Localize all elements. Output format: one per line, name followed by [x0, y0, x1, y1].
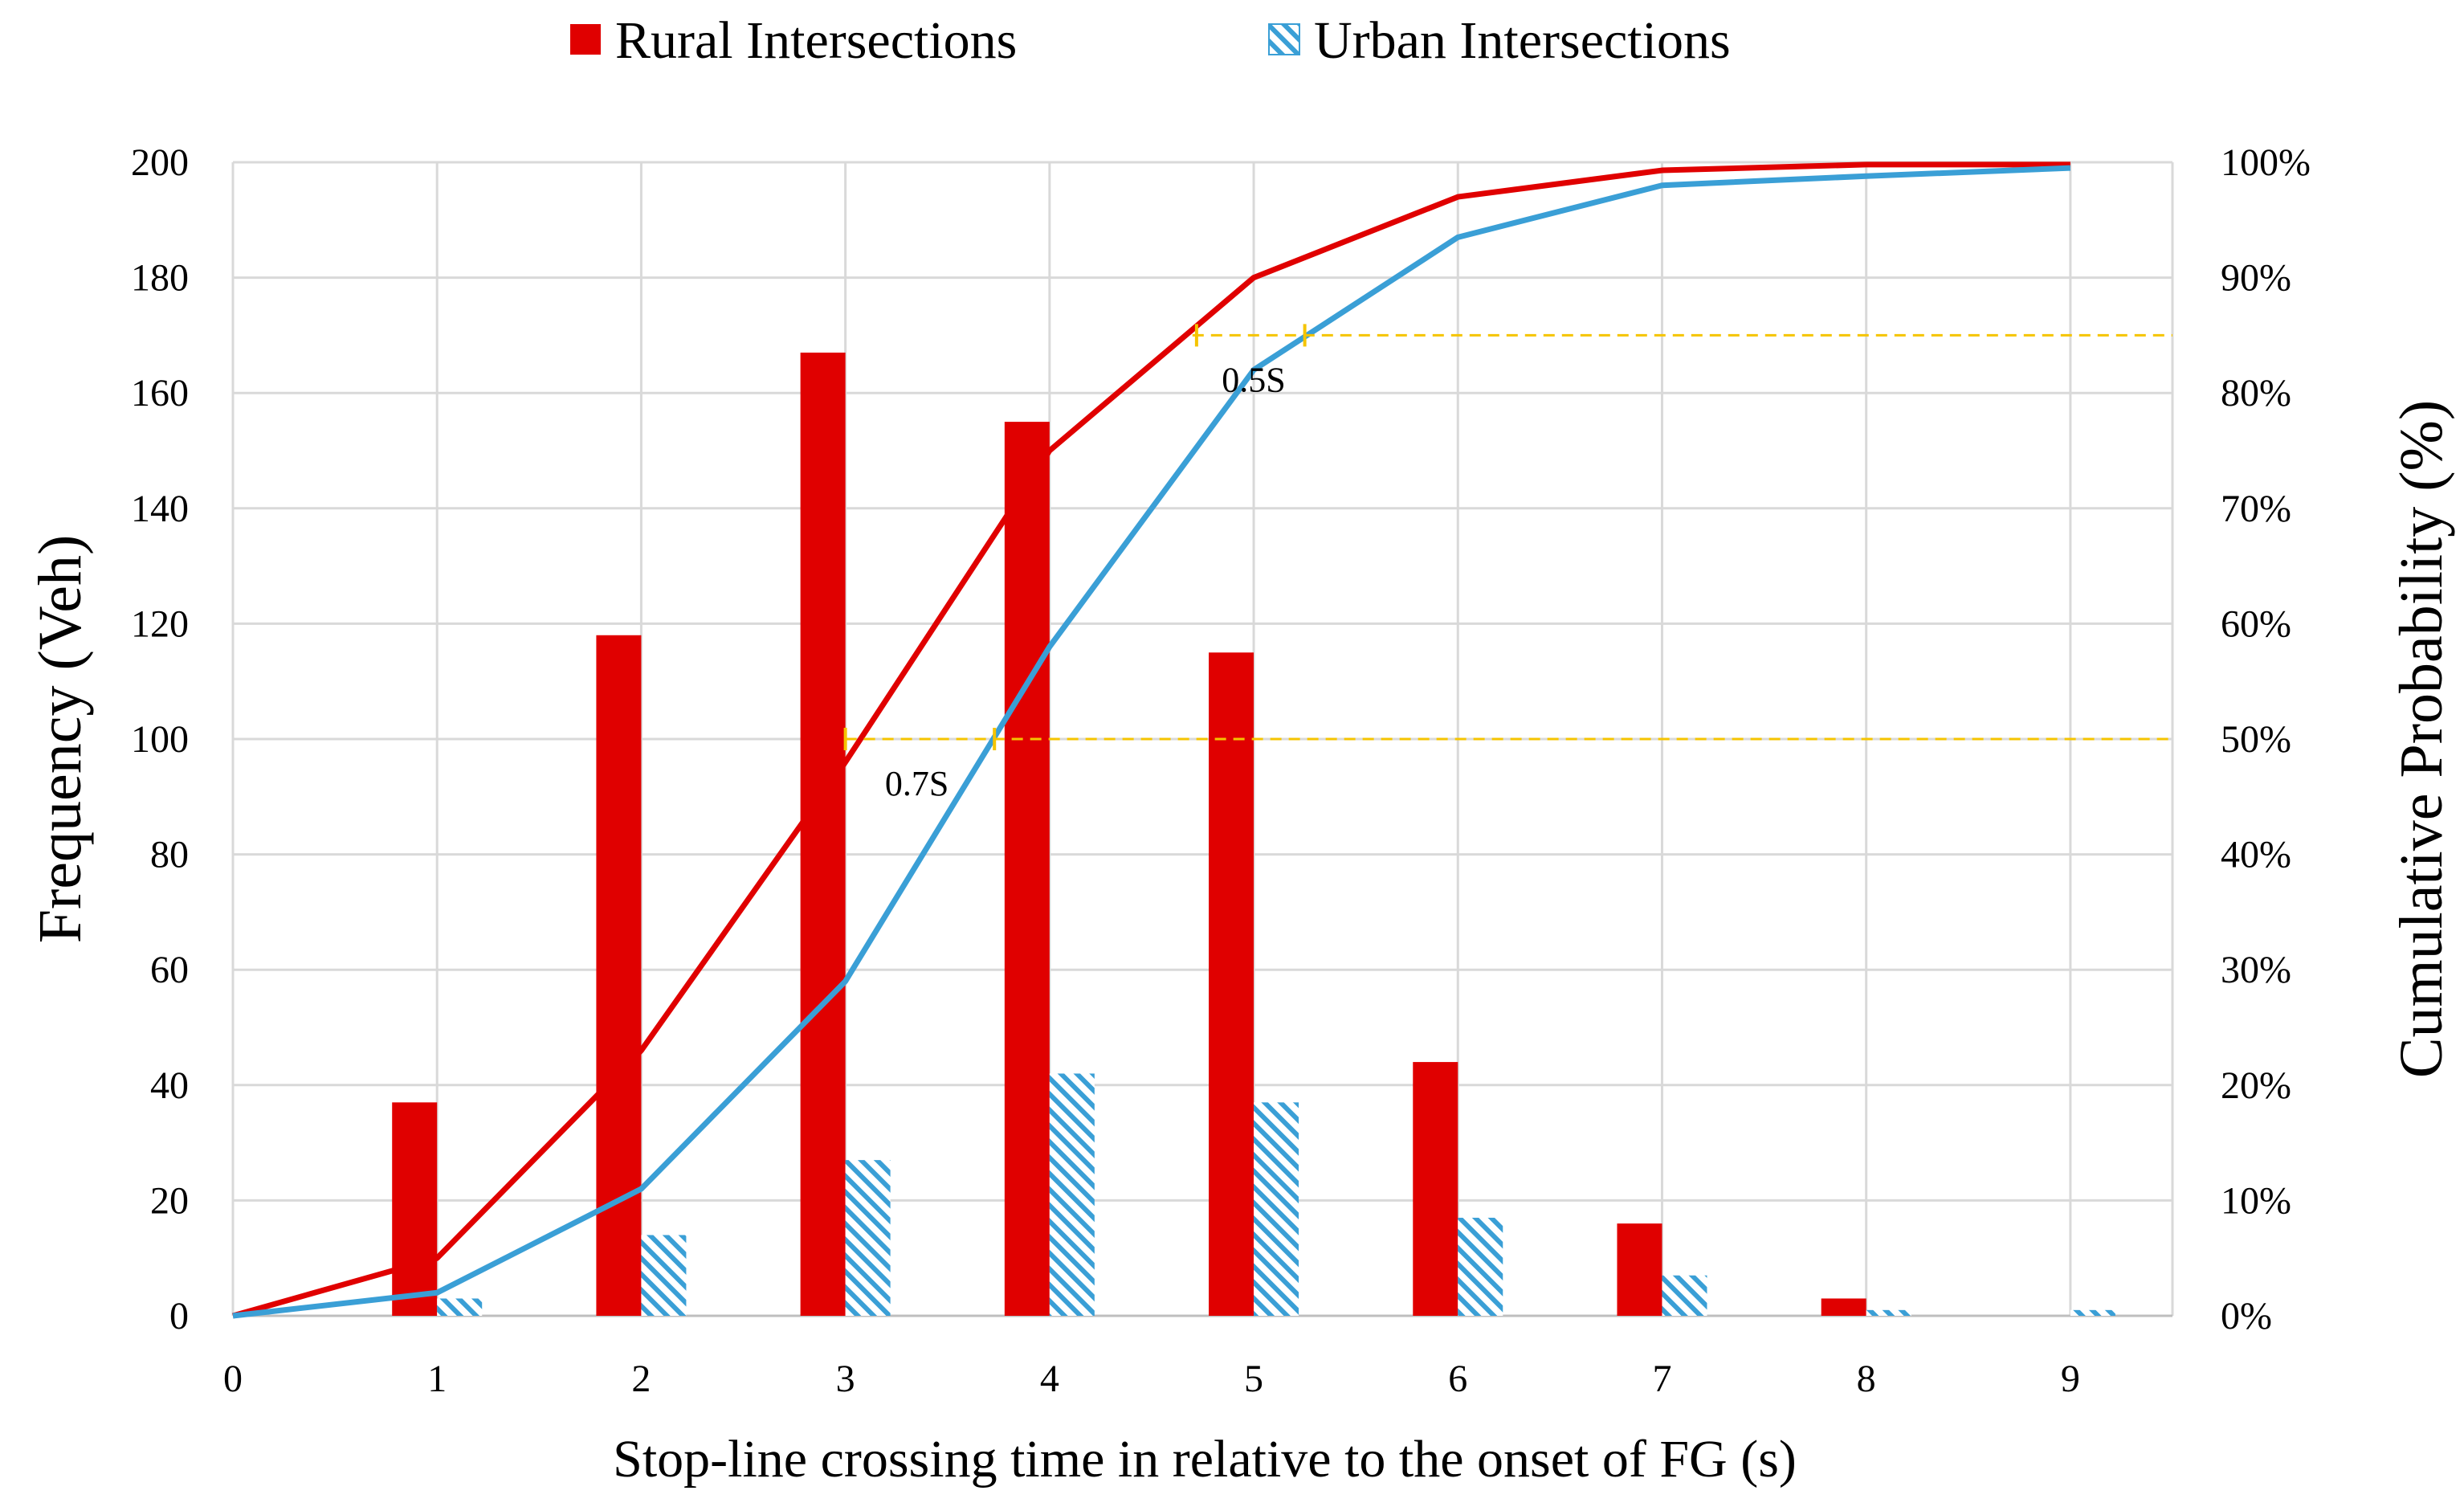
- y2-tick-label: 20%: [2221, 1064, 2291, 1107]
- y2-tick-label: 100%: [2221, 141, 2311, 184]
- x-tick-label: 2: [631, 1358, 651, 1400]
- x-tick-label: 0: [223, 1358, 243, 1400]
- x-tick-label: 6: [1448, 1358, 1467, 1400]
- legend: Rural Intersections Urban Intersections: [570, 11, 1731, 70]
- y-tick-label: 80: [150, 834, 189, 876]
- y-tick-label: 0: [169, 1295, 189, 1337]
- urban-bar: [845, 1160, 891, 1316]
- y-tick-label: 140: [131, 488, 189, 530]
- rural-bar: [1004, 422, 1050, 1316]
- x-tick-label: 4: [1040, 1358, 1059, 1400]
- bar-layer: [392, 352, 2115, 1317]
- rural-bar: [392, 1102, 438, 1316]
- urban-bar: [641, 1235, 687, 1316]
- y-tick-label: 40: [150, 1064, 189, 1107]
- urban-bar: [1866, 1309, 1911, 1316]
- axis-ticks: 0204060801001201401601802000%10%20%30%40…: [131, 141, 2311, 1400]
- legend-label-urban: Urban Intersections: [1314, 11, 1731, 70]
- urban-bar: [1254, 1102, 1299, 1316]
- urban-bar: [1049, 1073, 1095, 1316]
- rural-bar: [1413, 1062, 1458, 1316]
- y2-tick-label: 50%: [2221, 718, 2291, 761]
- rural-cumulative-line: [232, 161, 2070, 1319]
- y-tick-label: 20: [150, 1179, 189, 1222]
- y2-tick-label: 90%: [2221, 257, 2291, 300]
- x-tick-label: 8: [1857, 1358, 1876, 1400]
- urban-bar: [1458, 1217, 1503, 1316]
- y2-tick-label: 70%: [2221, 488, 2291, 530]
- urban-cumulative-line: [232, 165, 2071, 1319]
- y-tick-label: 120: [131, 602, 189, 645]
- gap-annotation: 0.7S: [885, 764, 948, 803]
- y-tick-label: 200: [131, 141, 189, 184]
- gap-annotation: 0.5S: [1222, 360, 1285, 399]
- y-axis-title: Frequency (Veh): [27, 535, 94, 944]
- y-tick-label: 160: [131, 372, 189, 415]
- y-tick-label: 100: [131, 718, 189, 761]
- y2-axis-title: Cumulative Probability (%): [2388, 400, 2455, 1078]
- y2-tick-label: 40%: [2221, 834, 2291, 876]
- rural-bar: [1617, 1223, 1662, 1316]
- y2-tick-label: 0%: [2221, 1295, 2272, 1337]
- legend-swatch-urban: [1268, 23, 1300, 55]
- urban-bar: [2070, 1309, 2115, 1316]
- x-axis-title: Stop-line crossing time in relative to t…: [613, 1430, 1797, 1489]
- x-tick-label: 5: [1244, 1358, 1263, 1400]
- x-tick-label: 1: [427, 1358, 447, 1400]
- legend-label-rural: Rural Intersections: [615, 11, 1017, 70]
- y2-tick-label: 60%: [2221, 602, 2291, 645]
- y2-tick-label: 10%: [2221, 1179, 2291, 1222]
- y2-tick-label: 80%: [2221, 372, 2291, 415]
- rural-bar: [800, 352, 846, 1317]
- y-tick-label: 180: [131, 257, 189, 300]
- x-tick-label: 9: [2061, 1358, 2080, 1400]
- urban-bar: [1662, 1275, 1707, 1316]
- reference-lines: 0.5S 0.7S: [843, 324, 2172, 803]
- rural-bar: [1821, 1298, 1866, 1316]
- cumulative-lines: [232, 161, 2071, 1319]
- urban-bar: [437, 1298, 483, 1316]
- x-tick-label: 3: [836, 1358, 855, 1400]
- rural-bar: [596, 635, 642, 1316]
- legend-swatch-rural: [570, 24, 601, 55]
- rural-bar: [1209, 652, 1254, 1316]
- y-tick-label: 60: [150, 949, 189, 991]
- y2-tick-label: 30%: [2221, 949, 2291, 991]
- x-tick-label: 7: [1652, 1358, 1671, 1400]
